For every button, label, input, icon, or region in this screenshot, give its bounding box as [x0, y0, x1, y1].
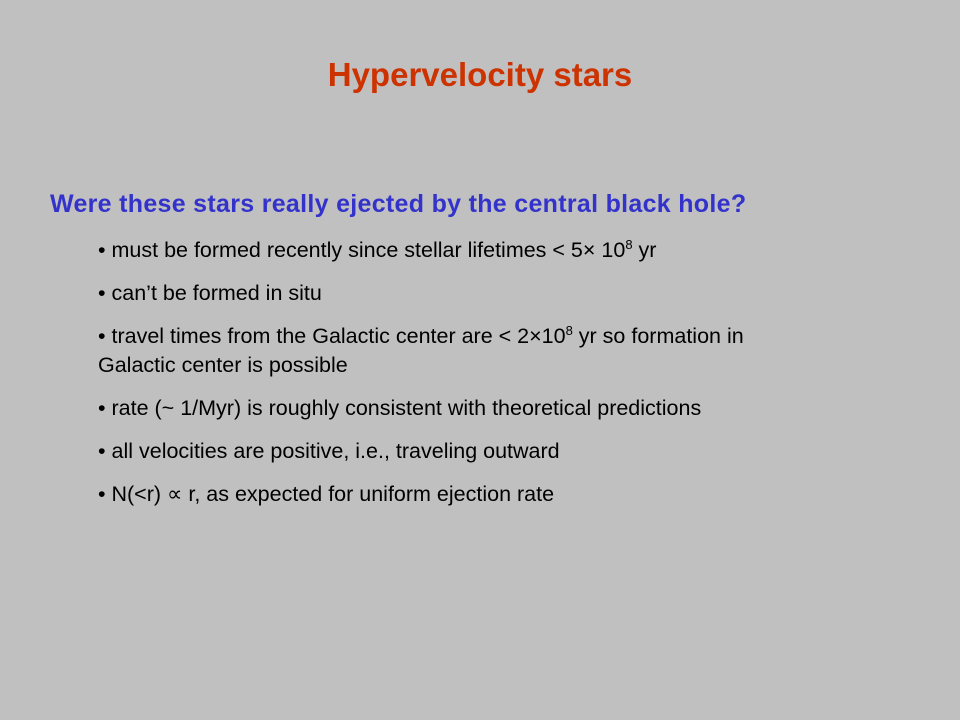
- bullet-item: • rate (~ 1/Myr) is roughly consistent w…: [98, 394, 898, 423]
- bullet-list: • must be formed recently since stellar …: [98, 236, 898, 523]
- bullet-text-tail: yr: [632, 238, 657, 262]
- bullet-exponent: 8: [565, 322, 573, 338]
- bullet-text: • travel times from the Galactic center …: [98, 324, 566, 348]
- slide-subtitle: Were these stars really ejected by the c…: [50, 190, 747, 218]
- bullet-item: • can’t be formed in situ: [98, 279, 898, 308]
- bullet-text-continuation: Galactic center is possible: [98, 353, 348, 377]
- bullet-text: • N(<r) ∝ r, as expected for uniform eje…: [98, 482, 555, 506]
- bullet-text: • rate (~ 1/Myr) is roughly consistent w…: [98, 396, 702, 420]
- bullet-exponent: 8: [625, 236, 633, 252]
- bullet-text: • must be formed recently since stellar …: [98, 238, 626, 262]
- bullet-text-tail: yr so formation in: [572, 324, 744, 348]
- bullet-item: • all velocities are positive, i.e., tra…: [98, 437, 898, 466]
- bullet-text: • all velocities are positive, i.e., tra…: [98, 439, 560, 463]
- bullet-text: • can’t be formed in situ: [98, 281, 322, 305]
- bullet-item: • must be formed recently since stellar …: [98, 236, 898, 265]
- bullet-item: • travel times from the Galactic center …: [98, 322, 898, 380]
- bullet-item: • N(<r) ∝ r, as expected for uniform eje…: [98, 480, 898, 509]
- slide-title: Hypervelocity stars: [327, 56, 633, 93]
